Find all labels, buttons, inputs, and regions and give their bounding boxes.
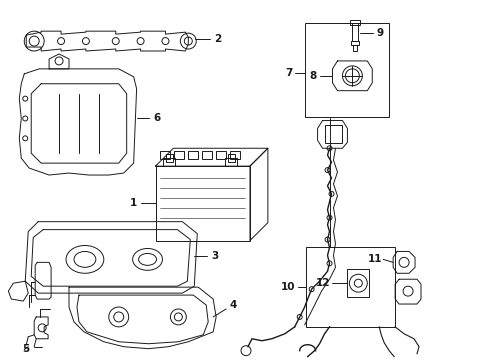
Bar bbox=[353, 45, 357, 51]
Text: 8: 8 bbox=[308, 71, 316, 81]
Bar bbox=[350, 20, 360, 25]
Bar bbox=[346, 269, 368, 297]
Bar bbox=[166, 154, 173, 162]
Text: 11: 11 bbox=[367, 255, 382, 264]
Text: 9: 9 bbox=[376, 28, 383, 38]
Text: 12: 12 bbox=[316, 278, 330, 288]
Bar bbox=[351, 41, 359, 45]
Text: 10: 10 bbox=[280, 282, 294, 292]
Text: 4: 4 bbox=[229, 300, 236, 310]
Bar bbox=[155, 166, 249, 240]
Text: 7: 7 bbox=[285, 68, 292, 78]
Text: 3: 3 bbox=[211, 251, 218, 261]
Text: 6: 6 bbox=[153, 113, 160, 123]
Bar bbox=[324, 125, 342, 143]
Bar bbox=[160, 151, 170, 159]
Bar bbox=[174, 151, 184, 159]
Bar bbox=[230, 151, 240, 159]
Bar bbox=[304, 23, 388, 117]
Text: 1: 1 bbox=[130, 198, 137, 208]
Bar bbox=[216, 151, 225, 159]
Bar bbox=[188, 151, 198, 159]
Text: 5: 5 bbox=[22, 344, 30, 354]
Text: 2: 2 bbox=[214, 34, 222, 44]
Bar bbox=[227, 154, 235, 162]
Bar bbox=[202, 151, 212, 159]
Bar bbox=[352, 23, 358, 41]
Bar bbox=[305, 247, 394, 327]
